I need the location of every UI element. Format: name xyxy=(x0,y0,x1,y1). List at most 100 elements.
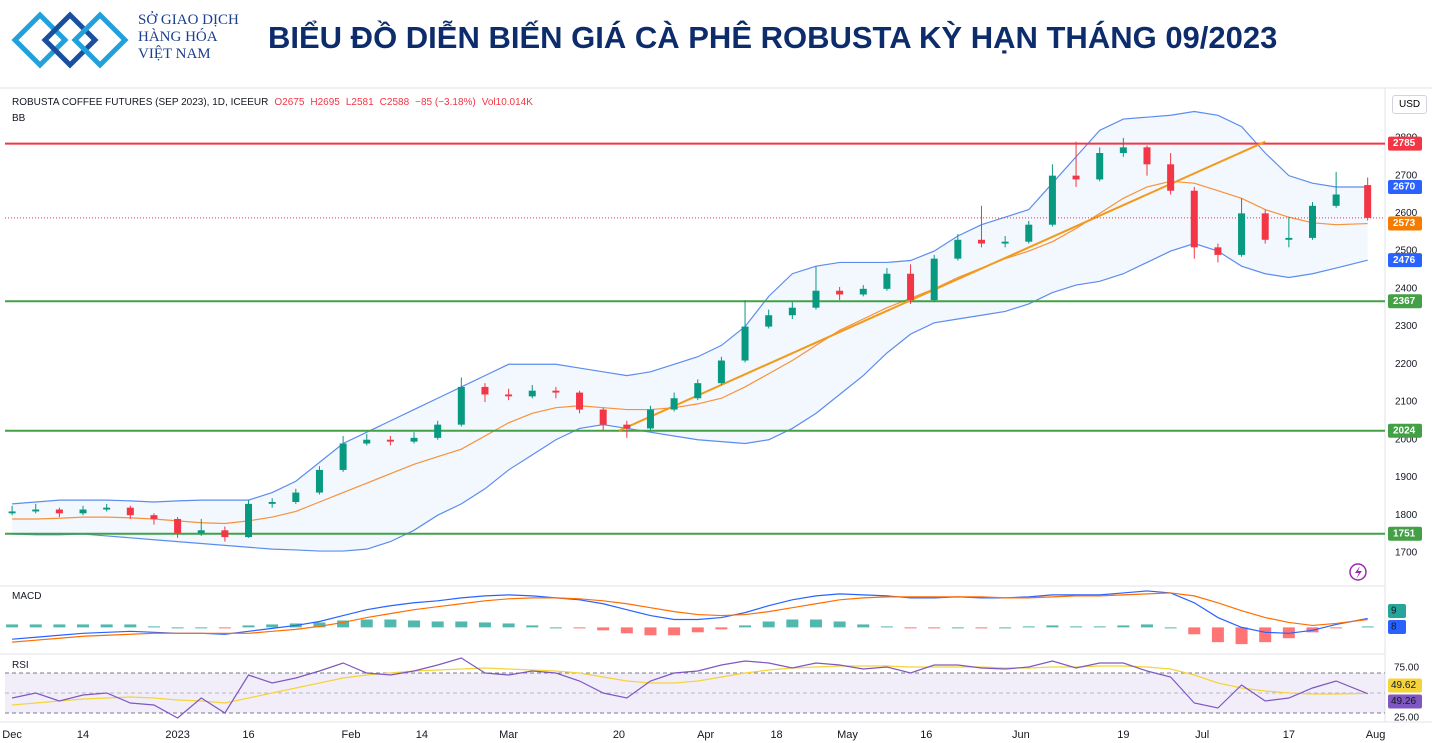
macd-histogram-bar xyxy=(337,620,350,628)
macd-histogram-bar xyxy=(1093,626,1106,628)
logo-diamond xyxy=(11,11,69,69)
x-tick-label: Jun xyxy=(1012,729,1030,741)
macd-histogram-bar xyxy=(786,619,799,628)
candle-body xyxy=(1332,194,1340,206)
price-label: 2367 xyxy=(1393,296,1416,307)
macd-histogram-bar xyxy=(478,622,491,628)
candle-body xyxy=(8,511,16,514)
macd-histogram-bar xyxy=(904,627,917,629)
macd-histogram-bar xyxy=(526,625,539,628)
logo-mark xyxy=(11,11,129,69)
volume: Vol10.014K xyxy=(481,97,533,108)
candle-body xyxy=(505,394,513,397)
symbol-info: ROBUSTA COFFEE FUTURES (SEP 2023), 1D, I… xyxy=(12,97,533,108)
candle-body xyxy=(1190,190,1198,248)
macd-histogram-bar xyxy=(573,627,586,629)
x-tick-label: 18 xyxy=(770,729,782,741)
macd-histogram-bar xyxy=(715,627,728,630)
alert-icon-bolt xyxy=(1355,566,1362,579)
price-label-bg xyxy=(1388,253,1422,268)
logo-text: SỞ GIAO DỊCH HÀNG HÓA VIỆT NAM xyxy=(138,12,239,63)
ohlc-open: O2675 xyxy=(274,97,305,108)
x-tick-label: Dec xyxy=(2,729,22,741)
x-tick-label: 14 xyxy=(77,729,89,741)
candle-body xyxy=(694,383,702,399)
candle-body xyxy=(670,398,678,410)
candle-body xyxy=(812,290,820,308)
logo-line: VIỆT NAM xyxy=(138,46,211,62)
candle-body xyxy=(1308,205,1316,238)
macd-histogram-bar xyxy=(1046,625,1059,628)
candle-body xyxy=(386,439,394,442)
macd-histogram-bar xyxy=(1259,627,1272,643)
macd-histogram-bar xyxy=(928,627,941,629)
indicator-label: BB xyxy=(12,113,26,124)
candle-body xyxy=(552,390,560,393)
ohlc-close: C2588 xyxy=(379,97,410,108)
bb-fill xyxy=(12,111,1368,552)
x-tick-label: 16 xyxy=(242,729,254,741)
candle-body xyxy=(339,443,347,470)
ohlc-high: H2695 xyxy=(310,97,340,108)
macd-histogram-bar xyxy=(1164,627,1177,629)
alert-icon[interactable] xyxy=(1349,563,1367,581)
value-label-bg xyxy=(1388,620,1406,635)
macd-histogram-bar xyxy=(313,622,326,628)
macd-histogram-bar xyxy=(951,627,964,629)
candle-body xyxy=(1025,224,1033,242)
macd-histogram-bar xyxy=(809,619,822,628)
macd-histogram-bar xyxy=(455,621,468,628)
candle-body xyxy=(907,273,915,301)
candle-body xyxy=(646,409,654,429)
candle-body xyxy=(55,509,63,514)
x-tick-label: 19 xyxy=(1117,729,1129,741)
macd-histogram-bar xyxy=(171,627,184,629)
macd-histogram-bar xyxy=(266,624,279,628)
signal-line xyxy=(12,592,1368,643)
y-tick-label: 2400 xyxy=(1395,283,1418,294)
value-label: 49.62 xyxy=(1391,680,1416,691)
candle-body xyxy=(1214,247,1222,255)
candle-body xyxy=(930,258,938,301)
macd-histogram-bar xyxy=(431,621,444,628)
value-label-bg xyxy=(1388,604,1406,619)
macd-histogram-bar xyxy=(242,625,255,628)
macd-histogram-bar xyxy=(1140,624,1153,628)
macd-histogram-bar xyxy=(1188,627,1201,635)
price-label-bg xyxy=(1388,216,1422,231)
candle-body xyxy=(363,439,371,444)
candle-body xyxy=(1143,147,1151,165)
y-tick-label: 75.00 xyxy=(1394,663,1419,674)
y-tick-label: 2700 xyxy=(1395,170,1418,181)
macd-histogram-bar xyxy=(218,627,231,629)
y-tick-label: 1800 xyxy=(1395,510,1418,521)
x-tick-label: 14 xyxy=(416,729,428,741)
x-tick-label: 16 xyxy=(920,729,932,741)
candle-body xyxy=(32,509,40,512)
candle-body xyxy=(1119,147,1127,154)
macd-histogram-bar xyxy=(124,624,137,628)
macd-histogram-bar xyxy=(833,621,846,628)
candle-body xyxy=(576,392,584,410)
macd-histogram-bar xyxy=(1117,625,1130,628)
candle-body xyxy=(79,509,87,514)
macd-histogram-bar xyxy=(408,620,421,628)
candle-body xyxy=(103,507,111,510)
candle-body xyxy=(268,501,276,504)
macd-histogram-bar xyxy=(620,627,633,634)
macd-histogram-bar xyxy=(77,624,90,628)
candle-body xyxy=(174,518,182,534)
candle-body xyxy=(1364,185,1372,218)
candle-body xyxy=(1072,175,1080,180)
logo-diamond xyxy=(41,11,99,69)
macd-histogram-bar xyxy=(502,623,515,628)
macd-histogram-bar xyxy=(384,619,397,628)
y-tick-label: 2300 xyxy=(1395,321,1418,332)
x-tick-label: Feb xyxy=(342,729,361,741)
y-tick-label: 1700 xyxy=(1395,548,1418,559)
candle-body xyxy=(528,390,536,397)
price-label: 2785 xyxy=(1393,138,1416,149)
macd-histogram-bar xyxy=(644,627,657,636)
macd-histogram-bar xyxy=(1361,626,1374,628)
currency-button[interactable]: USD xyxy=(1392,95,1428,114)
